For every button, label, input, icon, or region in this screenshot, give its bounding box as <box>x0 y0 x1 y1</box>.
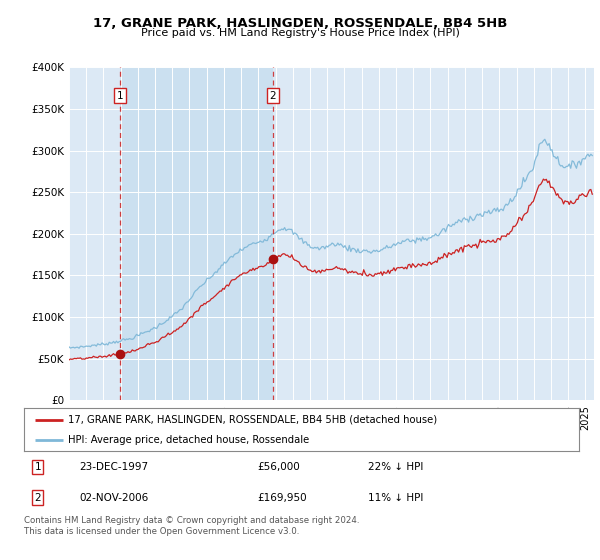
Text: 22% ↓ HPI: 22% ↓ HPI <box>368 462 424 472</box>
Text: 2: 2 <box>269 91 276 101</box>
Text: 02-NOV-2006: 02-NOV-2006 <box>79 493 149 503</box>
Text: 23-DEC-1997: 23-DEC-1997 <box>79 462 149 472</box>
Bar <box>120 67 272 400</box>
Text: Contains HM Land Registry data © Crown copyright and database right 2024.
This d: Contains HM Land Registry data © Crown c… <box>24 516 359 536</box>
Text: £169,950: £169,950 <box>257 493 307 503</box>
Text: 17, GRANE PARK, HASLINGDEN, ROSSENDALE, BB4 5HB: 17, GRANE PARK, HASLINGDEN, ROSSENDALE, … <box>93 17 507 30</box>
Text: 2: 2 <box>35 493 41 503</box>
Text: 11% ↓ HPI: 11% ↓ HPI <box>368 493 424 503</box>
Text: 17, GRANE PARK, HASLINGDEN, ROSSENDALE, BB4 5HB (detached house): 17, GRANE PARK, HASLINGDEN, ROSSENDALE, … <box>68 415 437 424</box>
Text: HPI: Average price, detached house, Rossendale: HPI: Average price, detached house, Ross… <box>68 435 310 445</box>
Text: 1: 1 <box>117 91 124 101</box>
Text: £56,000: £56,000 <box>257 462 300 472</box>
Text: Price paid vs. HM Land Registry's House Price Index (HPI): Price paid vs. HM Land Registry's House … <box>140 28 460 38</box>
Text: 1: 1 <box>35 462 41 472</box>
